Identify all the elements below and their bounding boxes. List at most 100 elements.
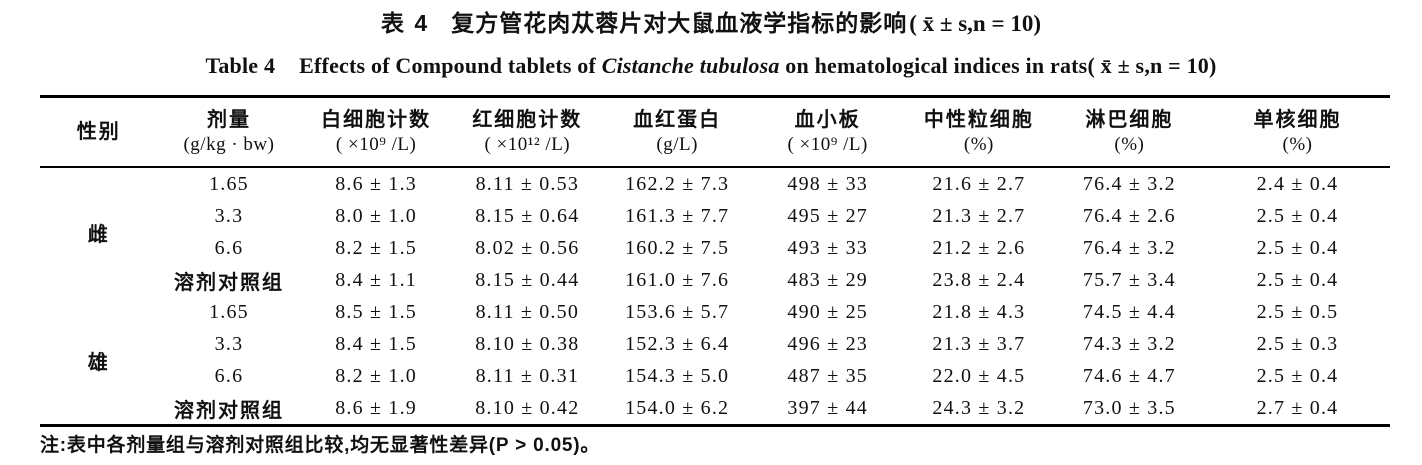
column-header-name: 血小板 — [794, 109, 861, 131]
value-cell: 24.3 ± 3.2 — [932, 396, 1026, 419]
value-cell: 2.5 ± 0.4 — [1256, 236, 1339, 259]
dose-cell: 3.3 — [214, 332, 244, 355]
value-cell: 8.0 ± 1.0 — [335, 204, 418, 227]
value-cell: 2.5 ± 0.4 — [1256, 204, 1339, 227]
value-cell: 21.3 ± 2.7 — [932, 204, 1026, 227]
value-cell: 2.4 ± 0.4 — [1256, 172, 1339, 195]
value-cell: 23.8 ± 2.4 — [932, 268, 1026, 291]
value-cell: 161.0 ± 7.6 — [625, 268, 730, 291]
table-row: 雄 1.65 8.5 ± 1.5 8.11 ± 0.50 153.6 ± 5.7 490 … — [40, 296, 1390, 374]
value-cell: 8.15 ± 0.44 — [475, 268, 580, 291]
column-header-name: 剂量 — [206, 109, 251, 131]
gender-cell: 雄 — [87, 351, 110, 374]
column-header-name: 性别 — [76, 121, 121, 143]
column-header-name: 中性粒细胞 — [923, 109, 1034, 131]
table-title-zh-number: 表 4 — [381, 10, 430, 36]
column-header: 红细胞计数 ( ×10¹² /L) — [452, 97, 603, 168]
value-cell: 75.7 ± 3.4 — [1082, 268, 1176, 291]
value-cell: 76.4 ± 2.6 — [1082, 204, 1176, 227]
column-header-unit: ( ×10¹² /L) — [484, 134, 571, 155]
paper-table-figure: 表 4 复方管花肉苁蓉片对大鼠血液学指标的影响( x̄ ± s,n = 10) T… — [0, 8, 1422, 465]
column-header-unit: (g/L) — [656, 134, 698, 155]
value-cell: 74.5 ± 4.4 — [1082, 300, 1176, 323]
value-cell: 74.6 ± 4.7 — [1082, 364, 1176, 387]
value-cell: 154.0 ± 6.2 — [625, 396, 730, 419]
value-cell: 8.6 ± 1.9 — [335, 396, 418, 419]
value-cell: 152.3 ± 6.4 — [625, 332, 730, 355]
column-header-name: 红细胞计数 — [472, 109, 583, 131]
dose-cell: 6.6 — [214, 364, 244, 387]
gender-cell: 雌 — [87, 223, 110, 246]
value-cell: 8.4 ± 1.1 — [335, 268, 418, 291]
value-cell: 8.10 ± 0.42 — [475, 396, 580, 419]
column-header: 单核细胞 (%) — [1205, 97, 1390, 168]
column-header-unit: ( ×10⁹ /L) — [787, 134, 868, 155]
value-cell: 397 ± 44 — [787, 396, 868, 419]
value-cell: 160.2 ± 7.5 — [625, 236, 730, 259]
value-cell: 22.0 ± 4.5 — [932, 364, 1026, 387]
table-row: 雌 1.65 8.6 ± 1.3 8.11 ± 0.53 162.2 ± 7.3 498 … — [40, 167, 1390, 246]
column-header: 中性粒细胞 (%) — [904, 97, 1054, 168]
column-header-name: 淋巴细胞 — [1085, 109, 1174, 131]
table-row: 溶剂对照组 8.6 ± 1.9 8.10 ± 0.42 154.0 ± 6.2 397 … — [40, 392, 1390, 426]
value-cell: 8.6 ± 1.3 — [335, 172, 418, 195]
table-title-zh-text: 复方管花肉苁蓉片对大鼠血液学指标的影响 — [451, 10, 908, 36]
dose-cell: 6.6 — [214, 236, 244, 259]
dose-cell: 1.65 — [209, 300, 249, 323]
column-header: 性别 — [40, 97, 157, 168]
column-header: 剂量 (g/kg · bw) — [157, 97, 300, 168]
column-header-unit: (%) — [1282, 134, 1313, 155]
value-cell: 162.2 ± 7.3 — [625, 172, 730, 195]
value-cell: 21.8 ± 4.3 — [932, 300, 1026, 323]
table-row: 溶剂对照组 8.4 ± 1.1 8.15 ± 0.44 161.0 ± 7.6 483 … — [40, 264, 1390, 296]
table-title-zh-stat: ( x̄ ± s,n = 10) — [909, 11, 1041, 36]
dose-cell: 溶剂对照组 — [173, 271, 284, 294]
value-cell: 2.5 ± 0.5 — [1256, 300, 1339, 323]
value-cell: 8.10 ± 0.38 — [475, 332, 580, 355]
column-header-unit: (g/kg · bw) — [183, 134, 275, 155]
column-header-name: 血红蛋白 — [633, 109, 722, 131]
value-cell: 8.2 ± 1.0 — [335, 364, 418, 387]
value-cell: 498 ± 33 — [787, 172, 868, 195]
column-header: 白细胞计数 ( ×10⁹ /L) — [301, 97, 452, 168]
value-cell: 496 ± 23 — [787, 332, 868, 355]
value-cell: 8.11 ± 0.50 — [475, 300, 580, 323]
table-title-en-suffix: on hematological indices in rats — [779, 53, 1088, 78]
value-cell: 2.5 ± 0.4 — [1256, 268, 1339, 291]
value-cell: 2.7 ± 0.4 — [1256, 396, 1339, 419]
column-header-unit: ( ×10⁹ /L) — [335, 134, 417, 155]
column-header-name: 白细胞计数 — [321, 109, 432, 131]
table-body: 雌 1.65 8.6 ± 1.3 8.11 ± 0.53 162.2 ± 7.3 498 … — [40, 167, 1390, 426]
value-cell: 495 ± 27 — [787, 204, 868, 227]
hematology-table: 性别 剂量 (g/kg · bw) 白细胞计数 ( ×10⁹ /L) 红细胞计数 ( ×10… — [40, 95, 1390, 427]
value-cell: 8.11 ± 0.31 — [475, 364, 580, 387]
value-cell: 8.5 ± 1.5 — [335, 300, 418, 323]
value-cell: 8.2 ± 1.5 — [335, 236, 418, 259]
column-header: 淋巴细胞 (%) — [1054, 97, 1205, 168]
value-cell: 153.6 ± 5.7 — [625, 300, 730, 323]
value-cell: 487 ± 35 — [787, 364, 868, 387]
value-cell: 2.5 ± 0.3 — [1256, 332, 1339, 355]
value-cell: 76.4 ± 3.2 — [1082, 172, 1176, 195]
table-row: 3.3 8.0 ± 1.0 8.15 ± 0.64 161.3 ± 7.7 495 ± … — [40, 200, 1390, 232]
dose-cell: 溶剂对照组 — [173, 399, 284, 422]
table-row: 3.3 8.4 ± 1.5 8.10 ± 0.38 152.3 ± 6.4 496 ± … — [40, 328, 1390, 360]
column-header-unit: (%) — [1114, 134, 1145, 155]
table-row: 6.6 8.2 ± 1.0 8.11 ± 0.31 154.3 ± 5.0 487 ± … — [40, 360, 1390, 392]
value-cell: 73.0 ± 3.5 — [1082, 396, 1176, 419]
column-header: 血红蛋白 (g/L) — [603, 97, 752, 168]
value-cell: 21.2 ± 2.6 — [932, 236, 1026, 259]
table-header: 性别 剂量 (g/kg · bw) 白细胞计数 ( ×10⁹ /L) 红细胞计数 ( ×10… — [40, 97, 1390, 168]
value-cell: 74.3 ± 3.2 — [1082, 332, 1176, 355]
value-cell: 76.4 ± 3.2 — [1082, 236, 1176, 259]
dose-cell: 1.65 — [209, 172, 249, 195]
dose-cell: 3.3 — [214, 204, 244, 227]
column-header: 血小板 ( ×10⁹ /L) — [751, 97, 904, 168]
table-title-en-number: Table 4 — [205, 53, 276, 78]
value-cell: 21.6 ± 2.7 — [932, 172, 1026, 195]
table-title-en-species: Cistanche tubulosa — [601, 53, 780, 78]
table-title-zh: 表 4 复方管花肉苁蓉片对大鼠血液学指标的影响( x̄ ± s,n = 10) — [0, 8, 1422, 39]
value-cell: 490 ± 25 — [787, 300, 868, 323]
table-title-en-stat: ( x̄ ± s,n = 10) — [1087, 53, 1217, 78]
value-cell: 8.11 ± 0.53 — [475, 172, 580, 195]
